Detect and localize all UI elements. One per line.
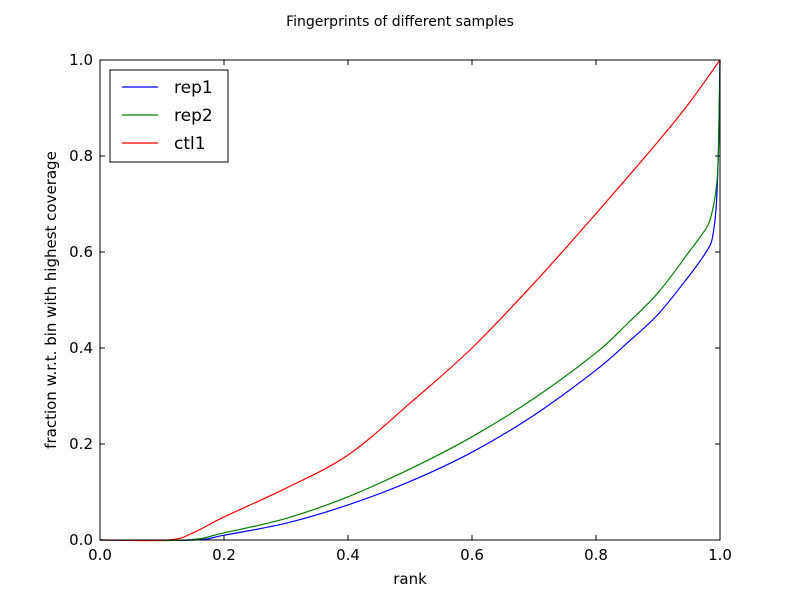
y-tick-label: 0.2 — [69, 435, 93, 453]
y-tick-label: 0.0 — [69, 531, 93, 549]
x-tick-label: 0.2 — [212, 546, 236, 564]
x-tick-label: 0.8 — [584, 546, 608, 564]
y-axis-label: fraction w.r.t. bin with highest coverag… — [42, 151, 60, 449]
legend: rep1 rep2 ctl1 — [109, 69, 229, 163]
series-line-ctl1 — [99, 59, 721, 542]
legend-label-rep1: rep1 — [174, 78, 213, 98]
x-tick-label: 1.0 — [708, 546, 732, 564]
y-tick-label: 0.8 — [69, 147, 93, 165]
x-tick-label: 0.6 — [460, 546, 484, 564]
plot-lines — [99, 59, 721, 542]
y-tick-label: 1.0 — [69, 51, 93, 69]
chart-title: Fingerprints of different samples — [286, 14, 514, 30]
series-line-rep1 — [99, 59, 721, 541]
legend-label-rep2: rep2 — [174, 106, 213, 126]
x-tick-label: 0.0 — [88, 546, 112, 564]
legend-label-ctl1: ctl1 — [174, 134, 206, 154]
y-tick-label: 0.6 — [69, 243, 93, 261]
legend-box — [109, 69, 229, 163]
axis-ticks: 0.0 0.2 0.4 0.6 0.8 1.0 0.0 0.2 0.4 0.6 0.8 1.0 — [69, 51, 732, 564]
x-tick-label: 0.4 — [336, 546, 360, 564]
x-axis-label: rank — [393, 570, 427, 588]
series-line-rep2 — [99, 59, 721, 542]
plot-frame — [99, 59, 721, 541]
y-tick-label: 0.4 — [69, 339, 93, 357]
